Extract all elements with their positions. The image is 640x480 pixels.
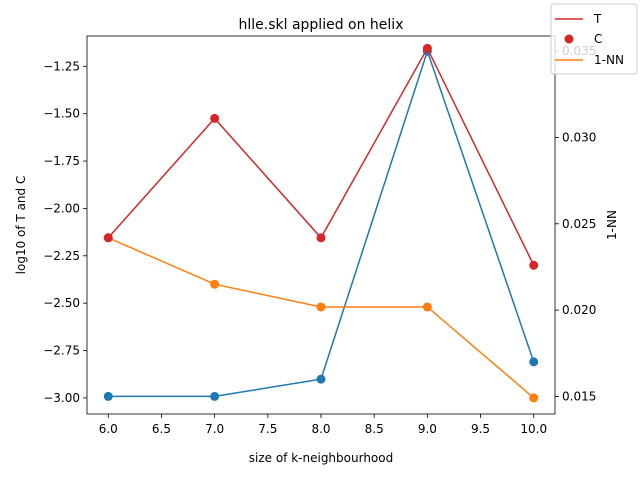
data-point-1nn [422,302,432,312]
plot-frame [86,35,556,415]
x-tick-label: 6.5 [152,422,171,436]
x-tick-label: 7.5 [258,422,277,436]
x-tick-label: 9.5 [471,422,490,436]
y-right-tick-label: 0.020 [562,303,596,317]
legend-label: C [594,32,602,46]
data-point-c [210,113,220,123]
series-line-t [107,46,535,266]
y-left-tick-label: −1.50 [43,107,80,121]
legend-label: 1-NN [594,53,624,67]
y-axis-right-title: 1-NN [605,210,619,240]
y-left-tick-label: −2.00 [43,201,80,215]
chart-title: hlle.skl applied on helix [239,17,404,33]
y-left-tick-label: −2.25 [43,249,80,263]
series-layer [103,43,539,403]
legend-swatch [564,34,574,44]
data-point-c [103,233,113,243]
legend-frame [550,3,638,75]
x-axis: 6.0 6.5 7.0 7.5 8.0 8.5 9.0 9.5 10.0 [99,414,547,436]
x-tick-label: 8.0 [311,422,330,436]
x-tick-label: 9.0 [418,422,437,436]
data-point-right-axis [316,374,326,384]
x-tick-label: 7.0 [205,422,224,436]
y-left-tick-label: −2.50 [43,296,80,310]
y-axis-left-title: log10 of T and C [14,176,28,275]
y-left-tick-label: −2.75 [43,344,80,358]
legend: TC 1-NN [550,3,638,75]
data-point-c [422,43,432,53]
data-point-1nn [529,393,539,403]
data-point-c [529,260,539,270]
y-left-tick-label: −3.00 [43,391,80,405]
y-right-tick-label: 0.030 [562,130,596,144]
data-point-right-axis [210,391,220,401]
data-point-right-axis [103,391,113,401]
y-right-tick-label: 0.025 [562,217,596,231]
y-right-tick-label: 0.015 [562,389,596,403]
x-tick-label: 8.5 [365,422,384,436]
x-axis-title: size of k-neighbourhood [249,451,393,465]
y-left-tick-label: −1.25 [43,59,80,73]
legend-label: T [593,12,602,26]
data-point-1nn [210,279,220,289]
x-tick-label: 6.0 [99,422,118,436]
y-left-tick-label: −1.75 [43,154,80,168]
x-tick-label: 10.0 [520,422,547,436]
data-point-right-axis [529,357,539,367]
series-line-right-axis [108,48,535,398]
y-axis-left: −1.25 −1.50 −1.75 −2.00 −2.25 −2.50 −2.75 −3.00 [43,59,87,405]
series-line-1nn [107,237,535,399]
data-point-c [316,233,326,243]
data-point-1nn [316,302,326,312]
